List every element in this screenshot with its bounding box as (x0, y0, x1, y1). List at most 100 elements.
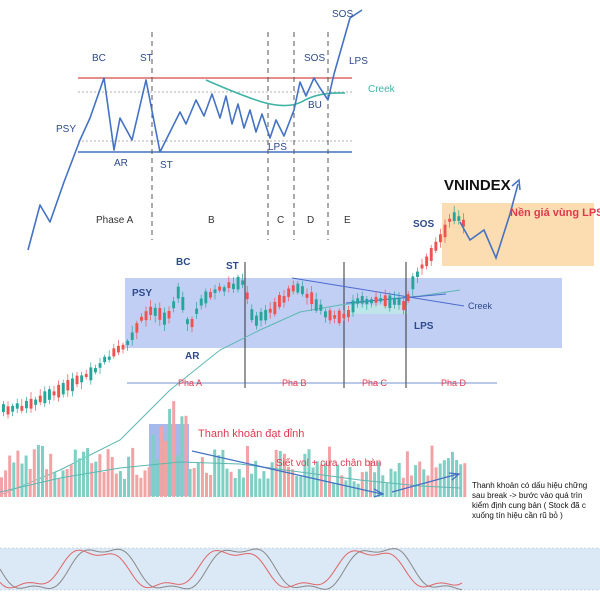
candle-body (176, 286, 180, 299)
volume-bar (131, 447, 135, 497)
volume-squeeze-arrow (191, 450, 383, 495)
volume-bar (356, 483, 360, 497)
volume-bar (254, 460, 258, 497)
candle-body (397, 298, 401, 305)
candle-body (255, 315, 258, 326)
candle-body (222, 287, 226, 292)
candle-body (420, 264, 424, 269)
volume-bar (155, 459, 159, 497)
candle-body (259, 311, 263, 321)
candle-body (443, 224, 447, 238)
candle-body (43, 391, 47, 404)
volume-bar (118, 471, 122, 497)
volume-bar (8, 455, 12, 497)
candle-body (434, 241, 438, 251)
candle-body (232, 283, 235, 290)
volume-bar (369, 460, 372, 497)
candle-body (2, 404, 5, 413)
candle-body (328, 310, 332, 321)
oscillator-fast-line (0, 548, 463, 591)
candle-body (365, 298, 369, 305)
candle-body (204, 291, 208, 304)
candle-body (218, 286, 222, 291)
volume-rise-arrow (391, 473, 459, 493)
volume-bar (442, 460, 446, 497)
wyckoff-label-st-bottom: ST (160, 160, 173, 171)
volume-bar (405, 451, 409, 497)
volume-bar (77, 458, 81, 497)
candle-body (163, 312, 166, 325)
vnindex-label-bc: BC (176, 257, 190, 268)
volume-bar (270, 462, 274, 497)
candle-body (11, 405, 15, 412)
volume-bar (323, 462, 327, 497)
volume-bar (205, 472, 208, 497)
volume-bar (69, 464, 73, 497)
wyckoff-phase-label-c: C (277, 215, 284, 226)
wyckoff-phase-label-b: B (208, 215, 215, 226)
volume-bar (418, 461, 422, 497)
volume-bar (151, 434, 155, 497)
volume-note-line-2: sau break -> bước vào quá trìn (472, 491, 582, 500)
candle-body (314, 299, 318, 311)
candle-body (452, 212, 456, 222)
volume-bar (123, 478, 126, 497)
candle-body (144, 311, 148, 321)
volume-bar (377, 462, 381, 497)
candle-body (324, 311, 327, 318)
wyckoff-label-creek: Creek (368, 84, 396, 95)
volume-bar (438, 463, 442, 497)
candle-body (34, 399, 38, 405)
volume-bar (332, 482, 336, 497)
candle-body (66, 380, 70, 391)
volume-bar (258, 478, 262, 497)
candle-body (439, 234, 442, 243)
volume-bar (12, 462, 16, 497)
candle-body (337, 310, 341, 324)
volume-bar (381, 475, 385, 497)
volume-bar (451, 451, 454, 497)
volume-squeeze-label: Siết vol + cưa chân bàn (276, 457, 381, 469)
candle-body (383, 295, 387, 307)
volume-bar (200, 457, 204, 497)
candle-body (236, 276, 240, 290)
wyckoff-label-st-top: ST (140, 53, 153, 64)
candle-body (213, 289, 217, 294)
candle-body (94, 368, 97, 373)
wyckoff-phase-label-d: D (307, 215, 314, 226)
volume-rise-arrowhead (448, 472, 461, 481)
volume-bar (28, 468, 32, 497)
volume-bar (16, 450, 20, 497)
volume-bar (159, 426, 163, 497)
volume-bar (229, 471, 233, 497)
candle-body (347, 309, 350, 318)
candle-body (140, 316, 143, 321)
volume-chart: Thanh khoản đạt đỉnh Siết vol + cưa chân… (0, 401, 587, 520)
candle-body (264, 309, 268, 321)
volume-bar (446, 458, 450, 497)
volume-bar (184, 415, 188, 497)
volume-bar (328, 446, 331, 497)
volume-bar (65, 469, 69, 497)
candle-body (273, 301, 277, 315)
volume-bar (147, 467, 151, 497)
volume-bar (397, 462, 401, 497)
volume-bar (41, 445, 44, 497)
vnindex-label-sos: SOS (413, 219, 434, 230)
volume-bar (344, 480, 348, 497)
vnindex-inner-support-box (346, 305, 408, 314)
volume-bar (299, 476, 303, 497)
candle-body (190, 318, 194, 328)
candle-body (80, 375, 84, 383)
candle-body (227, 282, 231, 289)
candle-body (103, 356, 107, 363)
volume-bar (225, 468, 229, 497)
vnindex-label-lps: LPS (414, 321, 434, 332)
volume-bar (278, 451, 282, 497)
volume-bar (303, 453, 307, 497)
volume-bar (295, 475, 299, 497)
candle-body (310, 292, 314, 305)
volume-bar (24, 455, 28, 497)
volume-bar (233, 477, 237, 497)
volume-bar (336, 464, 340, 497)
